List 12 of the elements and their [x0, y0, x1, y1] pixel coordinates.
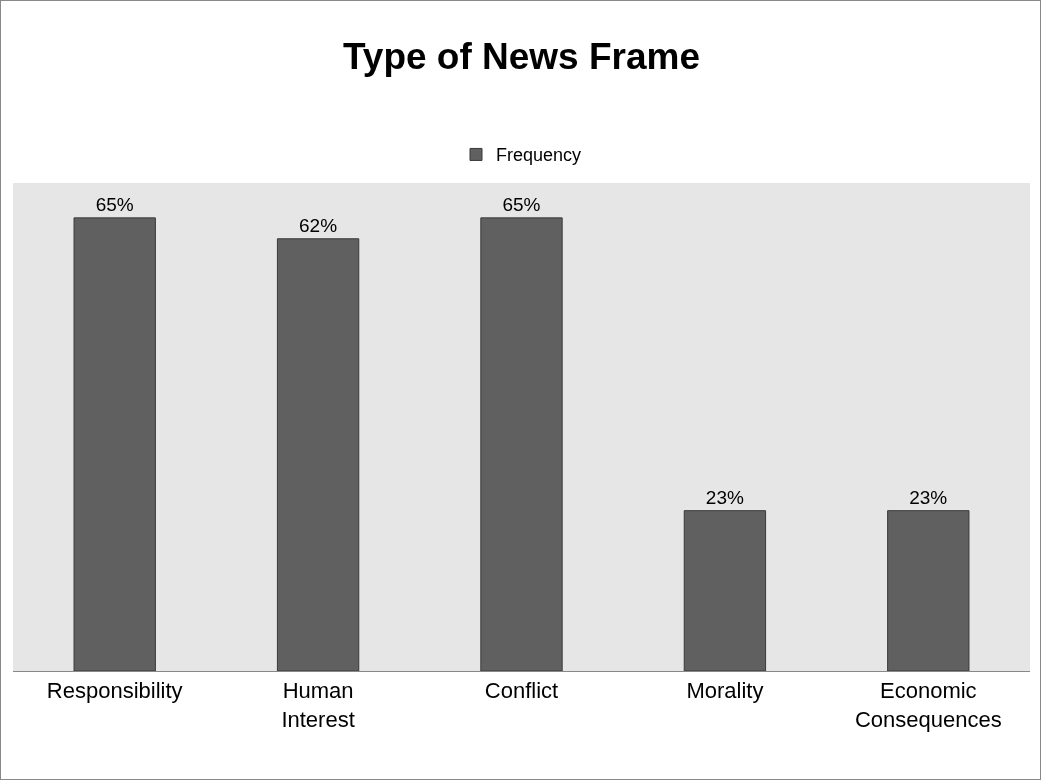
data-label: 23% — [705, 486, 744, 508]
chart-title: Type of News Frame — [342, 35, 701, 77]
x-tick-label: Conflict — [484, 678, 559, 704]
x-tick-label: Economic Consequences — [854, 678, 1002, 732]
x-tick-label: Morality — [686, 678, 764, 704]
data-label: 65% — [95, 193, 134, 215]
legend-label: Frequency — [496, 145, 582, 166]
data-label: 65% — [502, 193, 541, 215]
x-tick-label: Human Interest — [281, 678, 355, 732]
data-label: 62% — [299, 214, 338, 236]
x-tick-label: Responsibility — [46, 678, 183, 704]
data-label: 23% — [909, 486, 948, 508]
